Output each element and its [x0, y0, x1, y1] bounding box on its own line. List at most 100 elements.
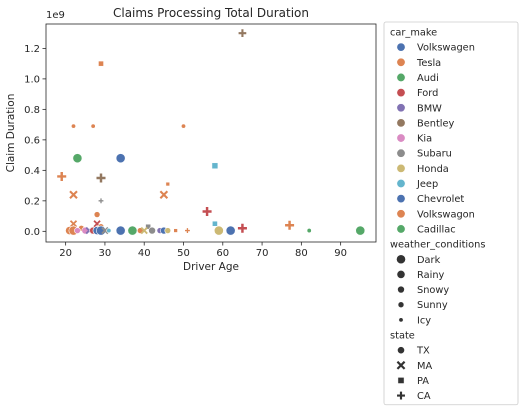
y-tick-label: 0.4	[24, 166, 40, 177]
data-point	[127, 225, 138, 236]
y-tick-label: 1.0	[24, 74, 40, 85]
data-point	[165, 181, 170, 187]
data-point	[140, 226, 148, 235]
legend-style-label: CA	[417, 391, 431, 402]
data-point	[115, 153, 126, 164]
legend-hue-title: car_make	[390, 28, 437, 39]
legend-hue-label: Cadillac	[417, 224, 456, 235]
legend-hue-marker	[396, 118, 406, 128]
legend-hue-marker	[396, 88, 406, 98]
data-point	[238, 29, 247, 37]
legend-hue-label: Volkswagen	[417, 43, 475, 54]
legend-hue-label: Chevrolet	[417, 194, 464, 205]
data-point	[173, 228, 178, 233]
legend-size-title: weather_conditions	[390, 240, 485, 251]
legend-hue-marker	[396, 194, 406, 204]
data-point	[71, 123, 77, 129]
data-point	[69, 220, 78, 228]
data-point	[164, 227, 172, 234]
legend-hue-marker	[396, 148, 406, 158]
legend-size-marker	[397, 301, 405, 309]
legend-style-label: TX	[416, 346, 430, 357]
data-point	[225, 225, 236, 236]
legend: car_make Volkswagen Tesla Audi Ford BMW Bentle…	[383, 21, 519, 406]
data-point	[148, 226, 156, 235]
legend-hue-label: Honda	[417, 164, 449, 175]
legend-hue-marker	[396, 42, 406, 52]
legend-hue-label: Audi	[417, 73, 439, 84]
legend-hue-label: Jeep	[416, 179, 438, 190]
legend-hue-label: Subaru	[417, 149, 452, 160]
legend-hue-marker	[396, 103, 406, 113]
x-tick-label: 90	[334, 248, 347, 259]
data-point	[72, 153, 83, 164]
data-point	[212, 220, 218, 227]
legend-size-label: Snowy	[417, 285, 449, 296]
legend-size-marker	[396, 254, 406, 265]
plot-frame	[45, 23, 377, 243]
y-tick-label: 0.0	[24, 227, 40, 238]
y-axis-ticks: 0.0 0.2 0.4 0.6 0.8 1.0 1.2	[24, 44, 46, 238]
legend-hue-marker	[396, 179, 406, 189]
legend-hue-label: BMW	[417, 103, 442, 114]
legend-size-marker	[396, 269, 406, 279]
x-axis-label: Driver Age	[183, 261, 239, 273]
legend-size-label: Sunny	[417, 300, 448, 311]
y-axis-offset-label: 1e9	[46, 10, 65, 21]
data-point	[98, 60, 104, 67]
data-point	[101, 226, 109, 235]
legend-hue-label: Volkswagon	[417, 209, 475, 220]
y-tick-label: 1.2	[24, 44, 40, 55]
y-tick-label: 0.8	[24, 105, 40, 116]
x-tick-label: 50	[177, 248, 190, 259]
legend-hue-label: Bentley	[417, 118, 455, 129]
legend-hue-label: Ford	[417, 88, 438, 99]
legend-hue-label: Tesla	[416, 58, 441, 69]
legend-style-label: PA	[417, 376, 429, 387]
data-point	[106, 228, 112, 234]
x-tick-label: 80	[295, 248, 308, 259]
data-point	[145, 223, 151, 230]
legend-style-marker	[397, 377, 405, 384]
legend-size-label: Rainy	[417, 270, 445, 281]
y-axis-label: Claim Duration	[5, 94, 17, 173]
legend-hue-marker	[396, 224, 406, 234]
legend-size-label: Icy	[417, 315, 431, 326]
x-tick-label: 70	[256, 248, 269, 259]
data-point	[355, 225, 366, 236]
legend-frame	[383, 21, 519, 406]
x-tick-label: 40	[138, 248, 151, 259]
x-axis-ticks: 20 30 40 50 60 70 80 90	[59, 242, 347, 259]
data-point	[74, 227, 81, 234]
legend-size-marker	[397, 285, 405, 294]
legend-size-label: Dark	[417, 255, 441, 266]
chart-title: Claims Processing Total Duration	[113, 6, 309, 20]
data-point	[69, 190, 78, 199]
legend-size-marker	[398, 317, 404, 323]
data-point	[211, 162, 219, 170]
x-tick-label: 60	[216, 248, 229, 259]
data-point	[115, 225, 126, 236]
x-tick-label: 20	[59, 248, 72, 259]
data-point	[185, 228, 190, 233]
legend-style-marker	[397, 391, 405, 400]
data-points	[57, 29, 366, 236]
data-point	[96, 173, 106, 183]
data-point	[181, 123, 187, 129]
data-point	[237, 223, 247, 233]
legend-hue-marker	[396, 133, 406, 143]
legend-hue-marker	[396, 163, 406, 173]
data-point	[159, 190, 169, 199]
data-point	[90, 123, 96, 129]
legend-style-marker	[397, 346, 405, 355]
legend-hue-label: Kia	[417, 134, 432, 145]
legend-style-label: MA	[417, 361, 432, 372]
legend-style-marker	[396, 360, 406, 370]
plot-area: 20 30 40 50 60 70 80 90 0.0 0.2 0.4 0.6 0.8 1.0 1.2	[24, 23, 377, 259]
y-tick-label: 0.2	[24, 196, 40, 207]
data-point	[202, 207, 212, 217]
data-point	[213, 225, 224, 236]
legend-hue-marker	[396, 72, 406, 82]
data-point	[285, 220, 295, 230]
